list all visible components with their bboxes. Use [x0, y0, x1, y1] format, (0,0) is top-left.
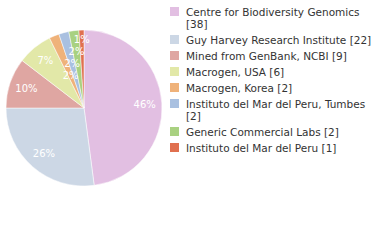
legend-item: Macrogen, USA [6] [170, 66, 376, 78]
legend-text: Centre for Biodiversity Genomics [38] [186, 6, 359, 30]
data-label: 2% [64, 58, 80, 69]
legend-item: Centre for Biodiversity Genomics [38] [170, 6, 376, 30]
data-label: 2% [63, 70, 79, 81]
legend-item: Guy Harvey Research Institute [22] [170, 34, 376, 46]
pie-slice [84, 30, 162, 185]
data-label: 1% [74, 34, 90, 45]
pie-area: 46%26%10%7%2%2%2%1% [0, 0, 170, 240]
legend-item: Macrogen, Korea [2] [170, 82, 376, 94]
legend-swatch [170, 51, 179, 60]
legend-item: Instituto del Mar del Peru [1] [170, 142, 376, 154]
data-label: 7% [37, 55, 53, 66]
legend-text: Macrogen, Korea [2] [186, 82, 292, 94]
legend-text: Guy Harvey Research Institute [22] [186, 34, 371, 46]
data-label: 10% [15, 83, 37, 94]
legend-item: Mined from GenBank, NCBI [9] [170, 50, 376, 62]
legend-swatch [170, 83, 179, 92]
legend-text: Mined from GenBank, NCBI [9] [186, 50, 347, 62]
legend-swatch [170, 67, 179, 76]
legend-swatch [170, 143, 179, 152]
legend-item: Instituto del Mar del Peru, Tumbes [2] [170, 98, 376, 122]
pie-slice [22, 38, 84, 108]
data-label: 2% [69, 46, 85, 57]
pie-slice [6, 108, 94, 186]
legend-swatch [170, 7, 179, 16]
data-label: 46% [134, 99, 156, 110]
legend-swatch [170, 127, 179, 136]
legend-swatch [170, 99, 179, 108]
legend-text: Macrogen, USA [6] [186, 66, 284, 78]
legend-swatch [170, 35, 179, 44]
data-label: 26% [33, 148, 55, 159]
legend-item: Generic Commercial Labs [2] [170, 126, 376, 138]
legend: Centre for Biodiversity Genomics [38] Guy… [170, 6, 376, 158]
legend-text: Instituto del Mar del Peru [1] [186, 142, 336, 154]
legend-text: Instituto del Mar del Peru, Tumbes [2] [186, 98, 365, 122]
legend-text: Generic Commercial Labs [2] [186, 126, 339, 138]
